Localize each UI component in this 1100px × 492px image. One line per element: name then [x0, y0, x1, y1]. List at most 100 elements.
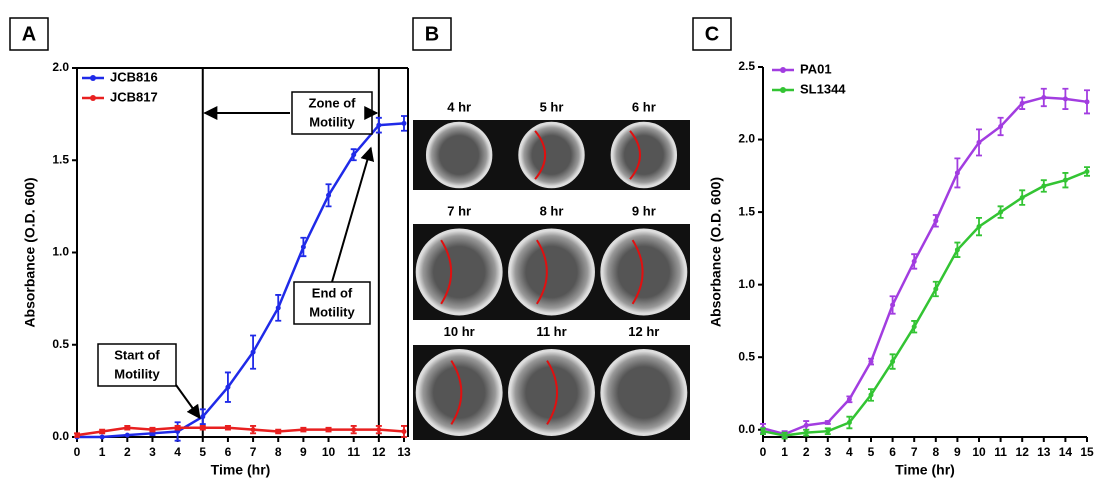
data-point: [125, 425, 130, 430]
data-point: [998, 210, 1003, 215]
data-point: [1085, 99, 1090, 104]
x-tick-label: 1: [99, 445, 106, 459]
arrow: [176, 385, 200, 418]
data-point: [376, 123, 381, 128]
legend-marker: [780, 87, 786, 93]
data-point: [933, 218, 938, 223]
x-tick-label: 4: [174, 445, 181, 459]
x-tick-label: 4: [846, 445, 853, 459]
x-tick-label: 5: [868, 445, 875, 459]
y-tick-label: 0.5: [52, 337, 69, 351]
x-tick-label: 12: [372, 445, 386, 459]
x-tick-label: 12: [1016, 445, 1030, 459]
data-point: [301, 427, 306, 432]
legend-label: JCB816: [110, 69, 158, 84]
x-tick-label: 2: [124, 445, 131, 459]
data-point: [825, 429, 830, 434]
data-point: [326, 427, 331, 432]
x-tick-label: 15: [1080, 445, 1094, 459]
legend-label: SL1344: [800, 81, 846, 96]
y-tick-label: 2.0: [738, 132, 755, 146]
data-point: [912, 324, 917, 329]
time-label: 7 hr: [447, 203, 471, 218]
data-point: [402, 121, 407, 126]
y-tick-label: 1.5: [52, 152, 69, 166]
time-label: 6 hr: [632, 99, 656, 114]
legend-label: JCB817: [110, 89, 158, 104]
time-label: 5 hr: [540, 99, 564, 114]
y-axis-label: Absorbance (O.D. 600): [708, 177, 724, 327]
data-point: [200, 414, 205, 419]
x-axis-label: Time (hr): [895, 462, 955, 478]
annotation-text: Motility: [114, 366, 160, 381]
data-point: [251, 350, 256, 355]
data-point: [326, 193, 331, 198]
legend-marker: [90, 75, 96, 81]
annotation-text: Motility: [309, 114, 355, 129]
data-point: [251, 427, 256, 432]
y-tick-label: 2.0: [52, 60, 69, 74]
y-tick-label: 0.0: [52, 429, 69, 443]
data-point: [977, 224, 982, 229]
data-point: [1063, 178, 1068, 183]
x-tick-label: 2: [803, 445, 810, 459]
legend-marker: [780, 67, 786, 73]
well-image: [601, 350, 686, 435]
data-point: [1020, 101, 1025, 106]
data-point: [847, 420, 852, 425]
data-point: [804, 423, 809, 428]
data-point: [125, 433, 130, 438]
data-point: [225, 385, 230, 390]
time-label: 8 hr: [540, 203, 564, 218]
x-tick-label: 6: [225, 445, 232, 459]
data-point: [301, 244, 306, 249]
legend-label: PA01: [800, 61, 832, 76]
annotation-text: Start of: [114, 347, 160, 362]
annotation-text: Zone of: [309, 95, 357, 110]
data-point: [1063, 96, 1068, 101]
x-tick-label: 11: [347, 445, 360, 459]
x-tick-label: 0: [760, 445, 767, 459]
data-point: [804, 430, 809, 435]
y-tick-label: 2.5: [738, 59, 755, 73]
x-tick-label: 13: [1037, 445, 1051, 459]
x-tick-label: 1: [781, 445, 788, 459]
x-tick-label: 10: [972, 445, 986, 459]
series-line: [77, 123, 404, 437]
data-point: [825, 420, 830, 425]
data-point: [351, 427, 356, 432]
x-tick-label: 0: [74, 445, 81, 459]
data-point: [175, 425, 180, 430]
data-point: [150, 427, 155, 432]
data-point: [75, 433, 80, 438]
data-point: [977, 140, 982, 145]
well-image: [427, 123, 491, 187]
data-point: [761, 429, 766, 434]
data-point: [1041, 183, 1046, 188]
panel-label: B: [425, 23, 439, 45]
time-label: 10 hr: [444, 324, 475, 339]
data-point: [912, 259, 917, 264]
data-point: [955, 170, 960, 175]
y-tick-label: 1.0: [738, 277, 755, 291]
time-label: 9 hr: [632, 203, 656, 218]
time-label: 11 hr: [536, 324, 566, 339]
data-point: [1085, 169, 1090, 174]
data-point: [890, 302, 895, 307]
x-tick-label: 10: [322, 445, 336, 459]
panel-label: C: [705, 23, 719, 45]
x-tick-label: 8: [275, 445, 282, 459]
y-tick-label: 1.5: [738, 204, 755, 218]
data-point: [276, 429, 281, 434]
figure: A0.00.51.01.52.0012345678910111213Time (…: [0, 0, 1100, 487]
arrow: [332, 148, 371, 282]
x-tick-label: 3: [149, 445, 156, 459]
well-image: [612, 123, 676, 187]
panel-label: A: [22, 23, 36, 45]
data-point: [782, 433, 787, 438]
time-label: 12 hr: [628, 324, 659, 339]
data-point: [998, 124, 1003, 129]
y-tick-label: 1.0: [52, 245, 69, 259]
x-tick-label: 5: [199, 445, 206, 459]
data-point: [376, 427, 381, 432]
